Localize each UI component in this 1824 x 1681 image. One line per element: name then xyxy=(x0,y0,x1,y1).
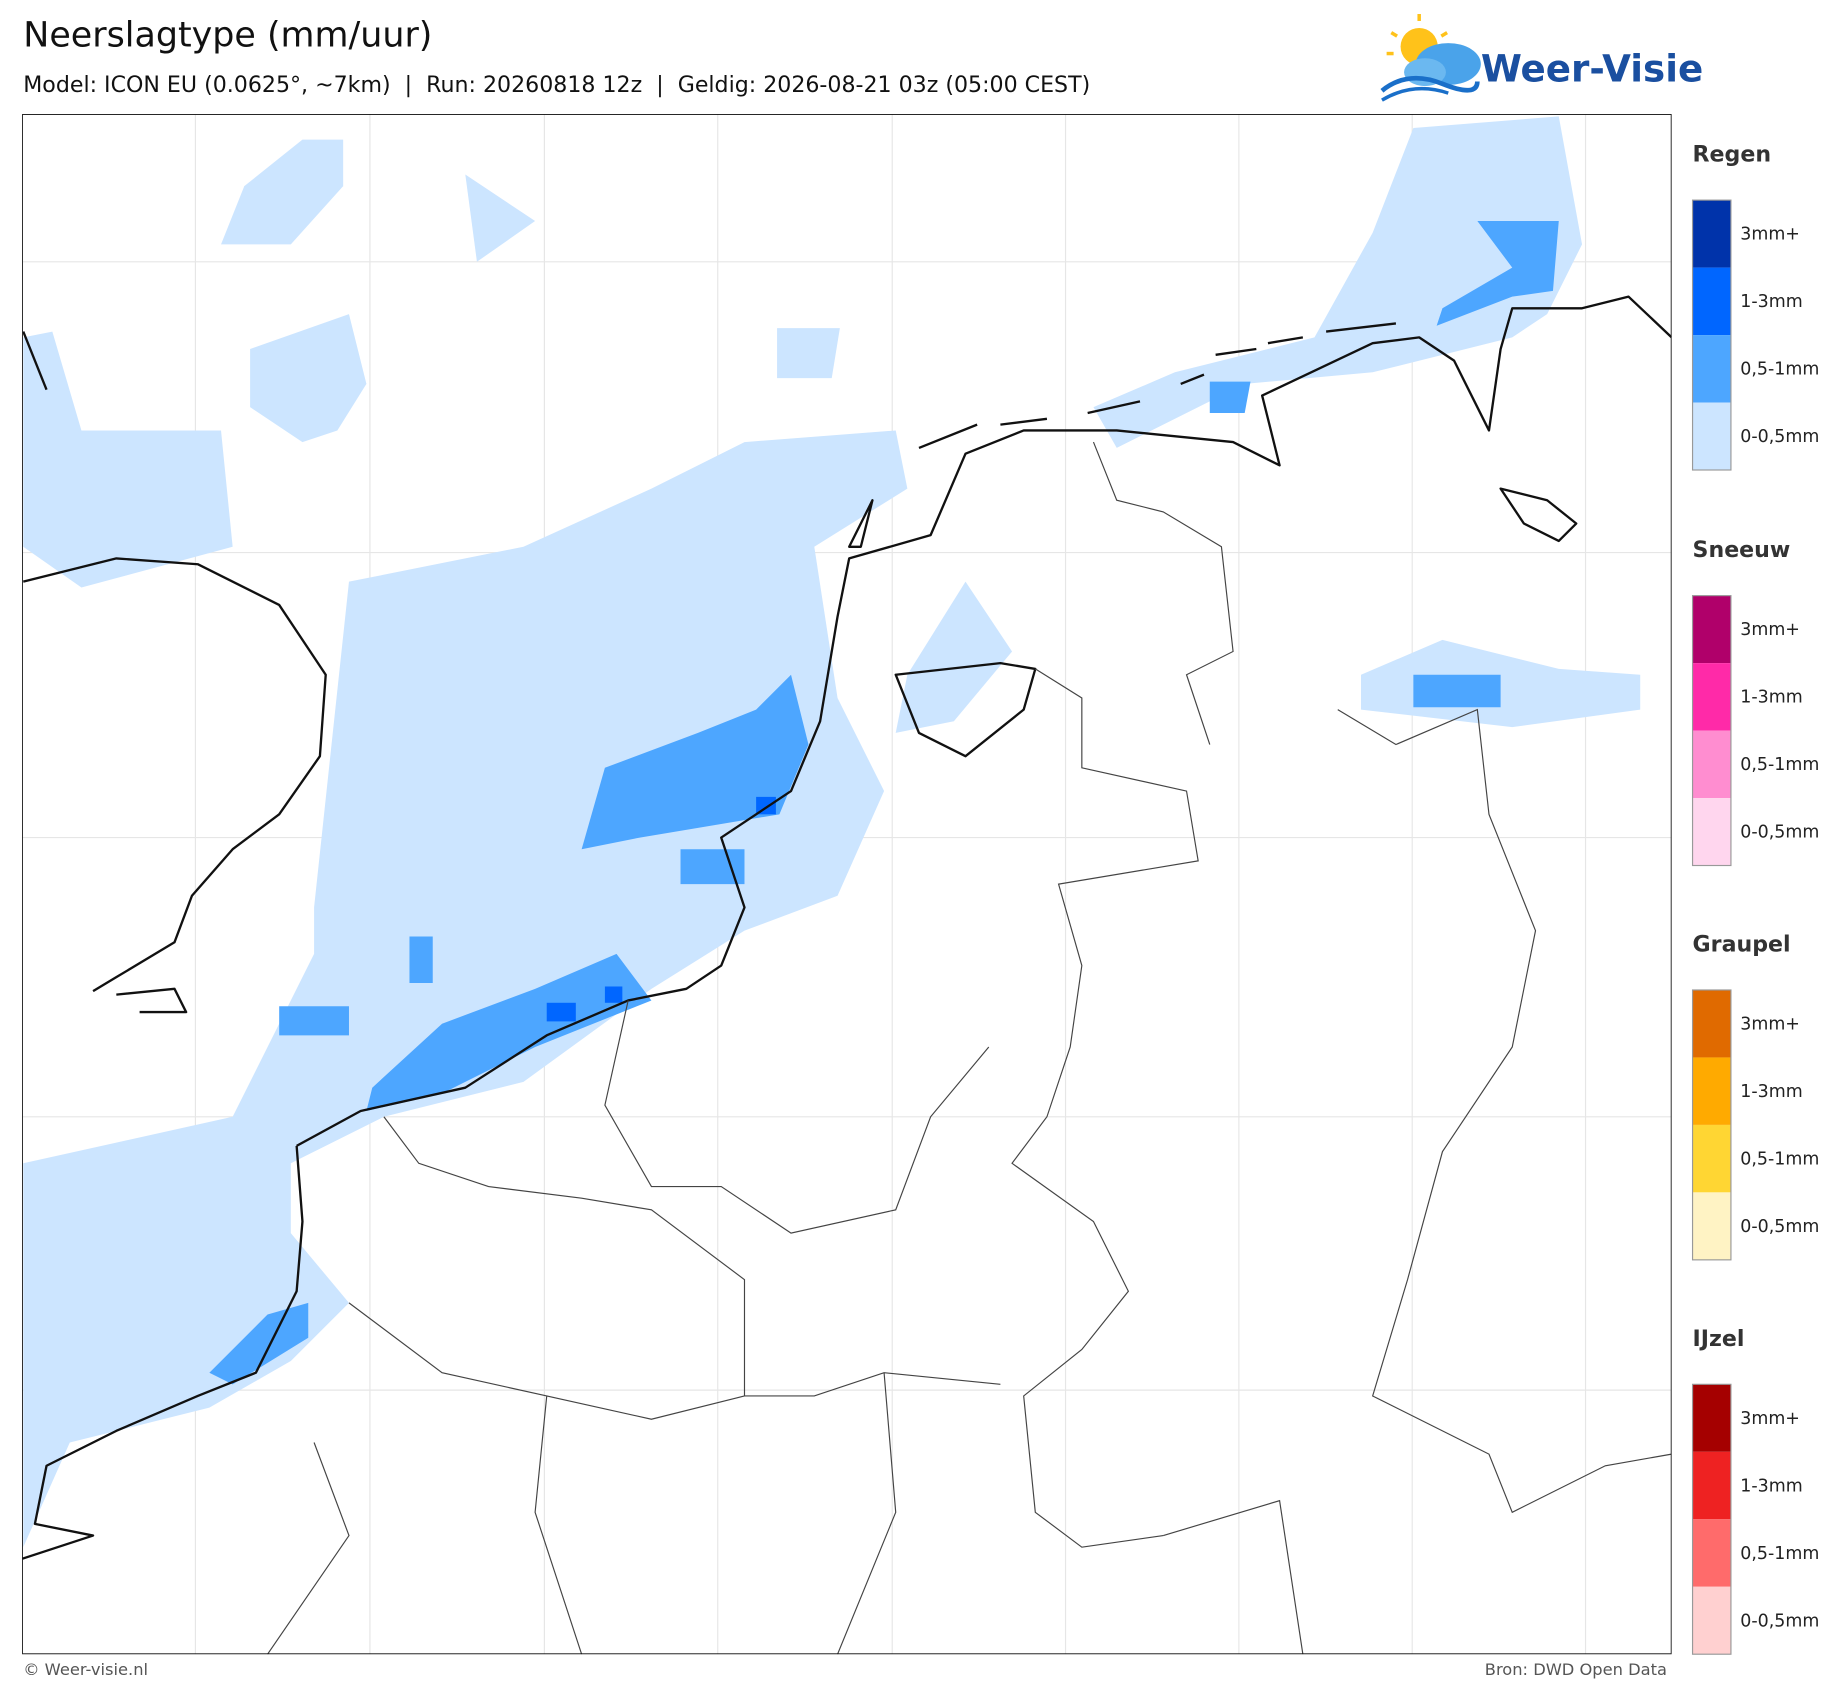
legend-label: 3mm+ xyxy=(1740,225,1800,245)
legend-swatch xyxy=(1692,335,1731,403)
legend-box xyxy=(1691,595,1732,867)
legend-label: 0-0,5mm xyxy=(1740,1217,1819,1237)
precip-heavy xyxy=(546,796,776,1022)
legend-label: 0-0,5mm xyxy=(1740,1611,1819,1631)
legend-title: Regen xyxy=(1693,142,1772,168)
legend-label: 1-3mm xyxy=(1740,688,1802,708)
copyright: © Weer-visie.nl xyxy=(23,1660,148,1679)
legend-swatch xyxy=(1692,1519,1731,1587)
subtitle: Model: ICON EU (0.0625°, ~7km) | Run: 20… xyxy=(23,72,1090,98)
legend-box xyxy=(1691,1383,1732,1655)
legend-swatch xyxy=(1692,267,1731,336)
legend-swatch xyxy=(1692,1586,1731,1655)
legend-title: Graupel xyxy=(1693,932,1791,958)
legend-label: 1-3mm xyxy=(1740,1476,1802,1496)
legend-swatch xyxy=(1692,1451,1731,1520)
source: Bron: DWD Open Data xyxy=(1485,1660,1667,1679)
legend-swatch xyxy=(1692,402,1731,470)
legend-label: 3mm+ xyxy=(1740,620,1800,640)
legend-swatch xyxy=(1692,730,1731,799)
legend-swatch xyxy=(1692,1384,1731,1452)
legend-title: Sneeuw xyxy=(1693,537,1791,563)
legend-title: IJzel xyxy=(1693,1326,1745,1352)
legend-swatch xyxy=(1692,595,1731,664)
legend-label: 0,5-1mm xyxy=(1740,360,1819,380)
map xyxy=(22,114,1672,1655)
legend-label: 0,5-1mm xyxy=(1740,1544,1819,1564)
legend-swatch xyxy=(1692,663,1731,731)
legend-label: 0,5-1mm xyxy=(1740,755,1819,775)
legend-label: 3mm+ xyxy=(1740,1409,1800,1429)
legend-label: 1-3mm xyxy=(1740,292,1802,312)
title: Neerslagtype (mm/uur) xyxy=(23,16,432,56)
legend-swatch xyxy=(1692,200,1731,268)
legend-swatch xyxy=(1692,798,1731,866)
legend-label: 0-0,5mm xyxy=(1740,427,1819,447)
legend-label: 0,5-1mm xyxy=(1740,1149,1819,1169)
legend: Regen 3mm+ 1-3mm 0,5-1mm 0-0,5mm Sneeuw 3mm+ 1-… xyxy=(1691,142,1819,1655)
precip-medium xyxy=(209,221,1559,1385)
borders xyxy=(267,441,1672,1655)
legend-swatch xyxy=(1692,989,1731,1058)
logo-text: Weer-Visie xyxy=(1481,46,1703,90)
legend-box xyxy=(1691,199,1732,471)
legend-label: 0-0,5mm xyxy=(1740,823,1819,843)
legend-box xyxy=(1691,989,1732,1261)
coastlines xyxy=(22,295,1672,1560)
logo: Weer-Visie xyxy=(1380,13,1703,102)
legend-label: 3mm+ xyxy=(1740,1015,1800,1035)
legend-swatch xyxy=(1692,1124,1731,1193)
legend-swatch xyxy=(1692,1192,1731,1260)
legend-swatch xyxy=(1692,1057,1731,1125)
legend-label: 1-3mm xyxy=(1740,1082,1802,1102)
